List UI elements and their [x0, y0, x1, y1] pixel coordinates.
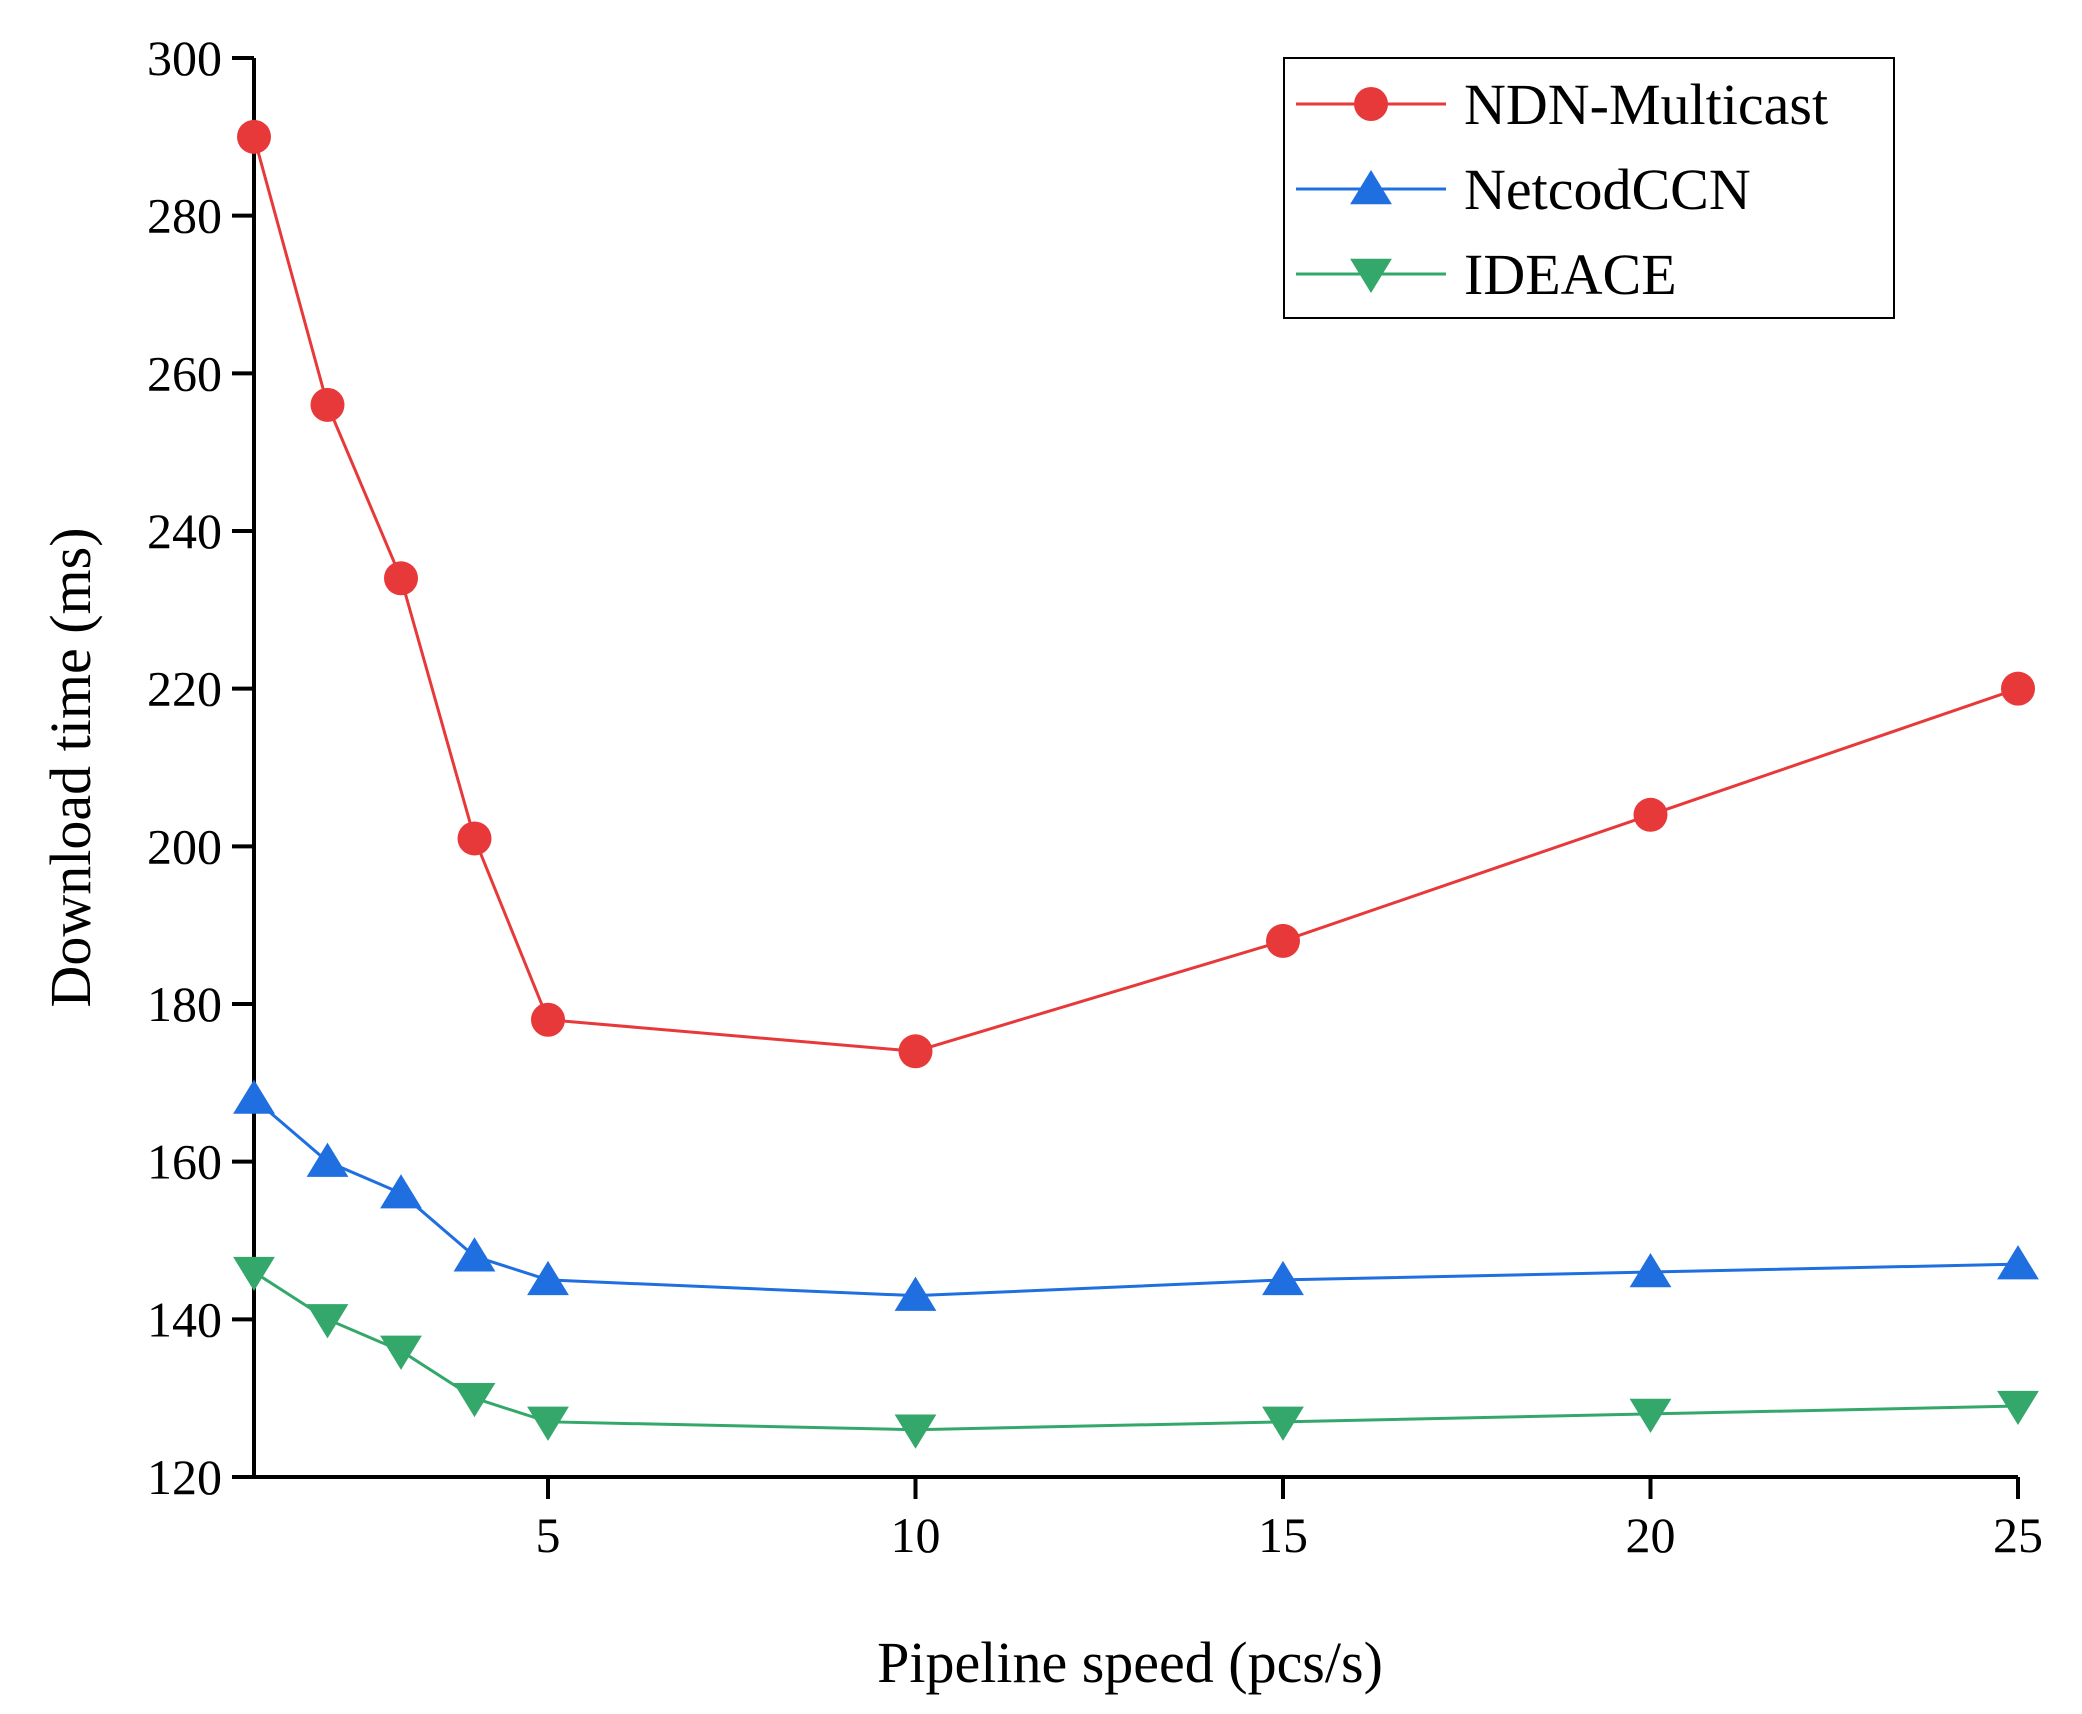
y-tick-label: 160	[147, 1134, 222, 1190]
x-tick-label: 10	[891, 1507, 941, 1563]
data-point-netcodccn	[1997, 1245, 2039, 1280]
data-point-ideace	[380, 1335, 422, 1370]
series-ideace	[233, 1256, 2039, 1449]
legend-item-ndn-multicast: NDN-Multicast	[1296, 72, 1828, 137]
data-point-netcodccn	[453, 1237, 496, 1272]
data-point-ndn-multicast	[2001, 671, 2035, 706]
y-tick-label: 140	[147, 1291, 222, 1347]
legend-marker-netcodccn	[1350, 170, 1392, 205]
x-axis-ticks: 5 10 15 20 25	[536, 1477, 2043, 1563]
data-point-ideace	[527, 1406, 569, 1441]
data-point-ideace	[306, 1304, 349, 1339]
y-tick-label: 180	[147, 976, 222, 1032]
y-axis-ticks: 120 140 160 180 200 220 240 260 280 300	[147, 30, 254, 1505]
data-point-netcodccn	[1262, 1260, 1304, 1296]
y-tick-label: 220	[147, 661, 222, 717]
x-tick-label: 20	[1626, 1507, 1676, 1563]
y-tick-label: 200	[147, 818, 222, 874]
x-tick-label: 5	[536, 1507, 561, 1563]
y-tick-label: 300	[147, 30, 222, 86]
series-netcodccn	[233, 1079, 2039, 1311]
axes: 120 140 160 180 200 220 240 260 280 300 5 10 15 20 25	[147, 30, 2043, 1563]
data-point-ideace	[894, 1414, 937, 1449]
data-point-ideace	[1629, 1398, 1672, 1433]
legend-label-ndn-multicast: NDN-Multicast	[1464, 72, 1828, 137]
legend-label-ideace: IDEACE	[1464, 242, 1677, 307]
legend: NDN-Multicast NetcodCCN IDEACE	[1283, 57, 1895, 319]
data-point-netcodccn	[1629, 1253, 1672, 1288]
legend-marker-ideace	[1350, 258, 1392, 293]
data-point-ndn-multicast	[457, 821, 492, 856]
legend-label-netcodccn: NetcodCCN	[1464, 157, 1751, 222]
data-point-ndn-multicast	[310, 387, 345, 422]
y-tick-label: 240	[147, 503, 222, 559]
data-point-netcodccn	[894, 1276, 937, 1311]
data-point-ideace	[233, 1256, 275, 1292]
legend-marker-ndn-multicast	[1354, 87, 1388, 121]
data-point-netcodccn	[306, 1142, 349, 1177]
data-point-ndn-multicast	[237, 119, 271, 154]
y-tick-label: 280	[147, 188, 222, 244]
x-tick-label: 25	[1993, 1507, 2043, 1563]
legend-items: NDN-Multicast NetcodCCN IDEACE	[1296, 72, 1828, 307]
x-axis-title: Pipeline speed (pcs/s)	[877, 1630, 1383, 1695]
y-tick-label: 120	[147, 1449, 222, 1505]
y-axis-title: Download time (ms)	[38, 527, 103, 1007]
data-point-ideace	[453, 1382, 496, 1418]
series-line-ideace	[253, 1270, 2019, 1432]
series-ndn-multicast	[237, 119, 2035, 1069]
data-point-ndn-multicast	[384, 561, 418, 596]
data-point-ndn-multicast	[898, 1034, 933, 1069]
data-point-ideace	[1997, 1390, 2039, 1426]
data-point-netcodccn	[233, 1079, 275, 1114]
x-tick-label: 15	[1258, 1507, 1308, 1563]
series-layer	[233, 119, 2039, 1449]
data-point-ndn-multicast	[1633, 797, 1668, 832]
series-line-netcodccn	[253, 1097, 2019, 1298]
data-point-ndn-multicast	[1266, 923, 1300, 958]
data-point-ideace	[1262, 1406, 1304, 1441]
data-point-netcodccn	[380, 1174, 422, 1209]
y-tick-label: 260	[147, 345, 222, 401]
legend-item-netcodccn: NetcodCCN	[1296, 157, 1751, 222]
legend-item-ideace: IDEACE	[1296, 242, 1677, 307]
data-point-netcodccn	[527, 1260, 569, 1296]
data-point-ndn-multicast	[531, 1002, 565, 1037]
